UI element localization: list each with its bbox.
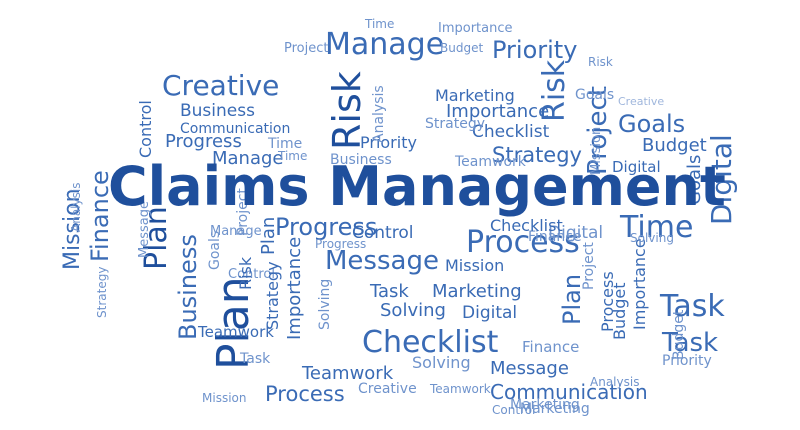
cloud-word: Importance xyxy=(630,238,649,330)
cloud-word: Progress xyxy=(315,237,367,251)
cloud-word: Marketing xyxy=(520,401,590,417)
cloud-word: Importance xyxy=(438,21,513,36)
cloud-word: Creative xyxy=(618,95,665,108)
cloud-word: Mission xyxy=(202,391,247,405)
cloud-word: Importance xyxy=(446,101,550,122)
cloud-word: Process xyxy=(466,225,580,260)
cloud-word: Communication xyxy=(490,380,648,404)
cloud-word: Task xyxy=(660,289,725,324)
cloud-word: Manage xyxy=(325,27,445,62)
cloud-word: Communication xyxy=(180,121,291,137)
cloud-word: Business xyxy=(330,152,392,168)
cloud-word: Analysis xyxy=(590,375,640,389)
cloud-word: Mission xyxy=(445,256,505,275)
cloud-word: Business xyxy=(174,234,202,340)
cloud-word: Progress xyxy=(275,213,378,241)
cloud-word: Priority xyxy=(492,36,578,64)
cloud-word: Marketing xyxy=(435,86,515,105)
cloud-word: Project xyxy=(581,242,597,290)
cloud-word: Project xyxy=(284,41,329,56)
cloud-word: Risk xyxy=(588,55,613,69)
cloud-word: Control xyxy=(352,223,414,243)
cloud-word: Process xyxy=(265,382,345,406)
cloud-word: Budget xyxy=(440,41,484,55)
cloud-word: Solving xyxy=(380,300,446,321)
cloud-word: Process xyxy=(598,271,617,332)
cloud-word: Solving xyxy=(630,231,674,245)
cloud-word: Time xyxy=(620,210,694,245)
cloud-word: Goals xyxy=(618,110,686,138)
cloud-word: Control xyxy=(228,267,275,282)
cloud-word: Message xyxy=(490,358,569,379)
cloud-word: Time xyxy=(278,149,308,163)
cloud-word: Strategy xyxy=(263,261,282,330)
cloud-word: Control xyxy=(492,403,536,417)
cloud-word: Checklist xyxy=(490,216,563,235)
cloud-word: Manage xyxy=(212,148,284,169)
cloud-word: Progress xyxy=(165,131,242,152)
cloud-word: Solving xyxy=(317,278,333,330)
cloud-word: Budget xyxy=(642,135,707,156)
cloud-word: Finance xyxy=(528,229,582,245)
cloud-word: Marketing xyxy=(432,281,522,302)
cloud-word: Teamwork xyxy=(198,323,274,341)
cloud-word: Plan xyxy=(258,216,279,255)
cloud-word: Solving xyxy=(412,353,471,372)
cloud-word: Priority xyxy=(662,353,712,369)
cloud-title: Claims Management xyxy=(108,155,726,218)
cloud-word: Marketing xyxy=(510,397,580,413)
cloud-word: Strategy xyxy=(425,116,485,132)
cloud-word: Goals xyxy=(575,87,615,103)
cloud-word: Message xyxy=(325,246,439,276)
cloud-word: Digital xyxy=(462,303,518,323)
cloud-word: Manage xyxy=(210,224,262,239)
cloud-word: Risk xyxy=(236,256,255,290)
cloud-word: Task xyxy=(370,281,409,302)
cloud-word: Creative xyxy=(358,381,417,397)
cloud-word: Task xyxy=(240,351,271,367)
cloud-word: Control xyxy=(136,100,155,158)
cloud-word: Checklist xyxy=(472,122,550,142)
cloud-word: Teamwork xyxy=(455,154,526,170)
cloud-word: Creative xyxy=(162,69,280,102)
cloud-word: Business xyxy=(180,101,255,121)
cloud-word: Teamwork xyxy=(302,363,394,384)
cloud-word: Analysis xyxy=(69,182,83,232)
cloud-word: Digital xyxy=(612,158,661,176)
cloud-word: Checklist xyxy=(362,325,499,360)
cloud-word: Importance xyxy=(284,236,305,340)
cloud-word: Time xyxy=(365,17,395,31)
cloud-word: Digital xyxy=(548,223,604,243)
cloud-word: Task xyxy=(662,328,719,358)
cloud-word: Strategy xyxy=(95,266,109,318)
cloud-word: Time xyxy=(268,136,303,152)
cloud-word: Strategy xyxy=(492,143,582,167)
cloud-word: Priority xyxy=(360,133,417,152)
cloud-word: Teamwork xyxy=(430,382,491,396)
cloud-word: Analysis xyxy=(371,85,387,143)
cloud-word: Finance xyxy=(522,338,580,356)
